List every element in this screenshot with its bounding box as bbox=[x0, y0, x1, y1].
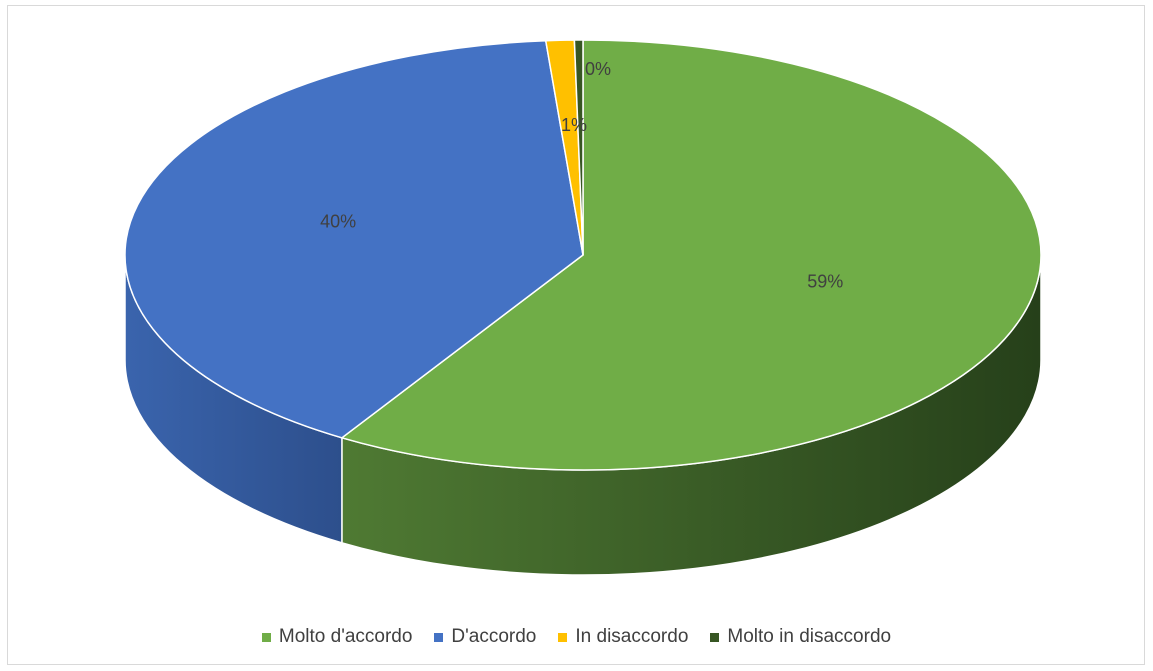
legend-item-molto-daccordo: Molto d'accordo bbox=[261, 626, 413, 648]
legend-swatch bbox=[261, 632, 271, 642]
legend-item-molto-in-disaccordo: Molto in disaccordo bbox=[710, 626, 891, 648]
data-label-in-disaccordo: 1% bbox=[561, 115, 587, 135]
legend-swatch bbox=[558, 632, 568, 642]
legend: Molto d'accordo D'accordo In disaccordo … bbox=[0, 622, 1153, 652]
data-label-molto-in-disaccordo: 0% bbox=[585, 59, 611, 79]
legend-item-daccordo: D'accordo bbox=[434, 626, 536, 648]
pie-slice-d-accordo bbox=[124, 39, 584, 439]
legend-label: Molto d'accordo bbox=[278, 626, 413, 647]
legend-item-in-disaccordo: In disaccordo bbox=[558, 626, 688, 648]
data-label-molto-d-accordo: 59% bbox=[807, 271, 843, 291]
pie-slice-molto-in-disaccordo bbox=[573, 39, 584, 256]
legend-swatch bbox=[710, 632, 720, 642]
legend-label: In disaccordo bbox=[575, 626, 689, 647]
legend-label: D'accordo bbox=[451, 626, 537, 647]
pie-slice-molto-d-accordo bbox=[340, 39, 1042, 471]
data-label-d-accordo: 40% bbox=[320, 211, 356, 231]
legend-label: Molto in disaccordo bbox=[727, 626, 892, 647]
legend-swatch bbox=[434, 632, 444, 642]
